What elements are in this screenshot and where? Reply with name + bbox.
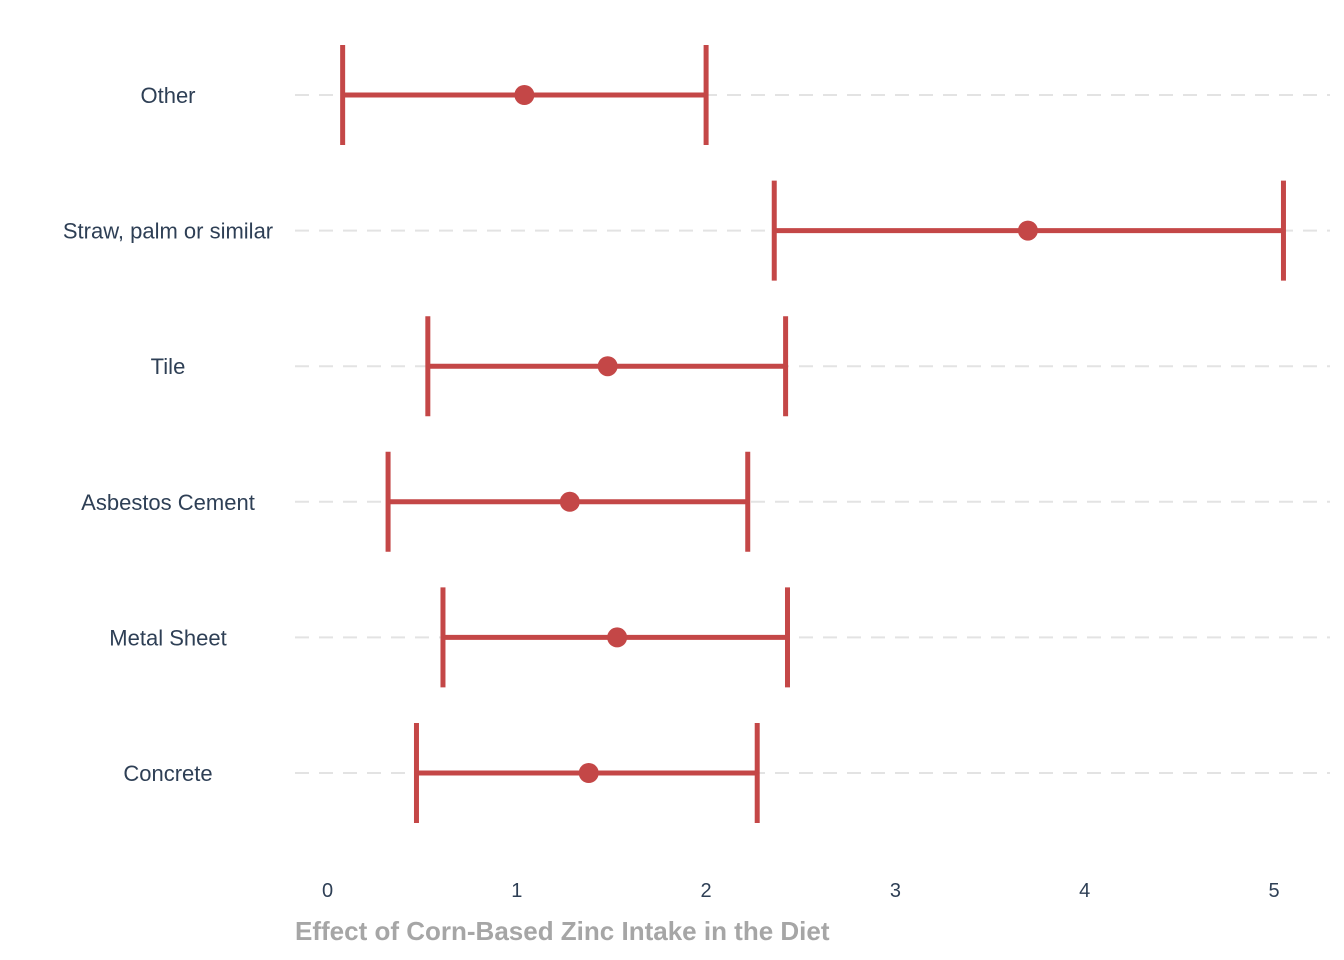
point-estimate xyxy=(514,85,535,105)
x-tick-label: 2 xyxy=(701,880,712,902)
category-label: Straw, palm or similar xyxy=(63,219,273,244)
x-tick-label: 5 xyxy=(1268,880,1279,902)
category-label: Tile xyxy=(151,354,186,379)
category-label: Other xyxy=(140,83,195,108)
point-estimate xyxy=(559,491,580,512)
x-axis-ticks: 0 1 2 3 4 5 xyxy=(322,880,1280,902)
point-estimate xyxy=(578,763,599,783)
point-estimate xyxy=(1017,220,1038,241)
point-estimate xyxy=(597,356,618,377)
category-labels: Other Straw, palm or similar Tile Asbestos … xyxy=(63,83,273,786)
category-label: Asbestos Cement xyxy=(81,490,255,515)
x-tick-label: 3 xyxy=(890,880,901,902)
point-estimate xyxy=(607,627,628,648)
gridlines xyxy=(295,94,1330,774)
x-tick-label: 1 xyxy=(511,880,522,902)
x-tick-label: 0 xyxy=(322,880,333,902)
x-axis-title: Effect of Corn-Based Zinc Intake in the … xyxy=(295,916,830,946)
x-tick-label: 4 xyxy=(1079,880,1090,902)
error-bars xyxy=(340,45,1286,823)
category-label: Metal Sheet xyxy=(109,625,226,650)
category-label: Concrete xyxy=(123,761,212,786)
